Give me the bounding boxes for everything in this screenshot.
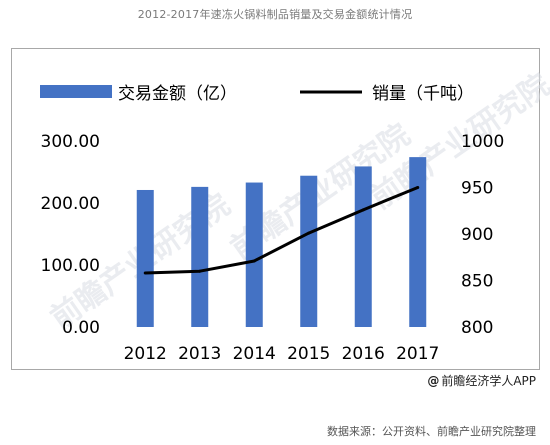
- right-axis: 1000 950 900 850 800: [461, 132, 504, 338]
- x-tick-label: 2012: [124, 344, 167, 364]
- x-tick-label: 2013: [178, 344, 221, 364]
- x-tick-label: 2014: [233, 344, 276, 364]
- line-point: [252, 259, 256, 263]
- line-series: [143, 186, 420, 275]
- line-point: [361, 208, 365, 212]
- line-point: [307, 231, 311, 235]
- line-path: [145, 186, 419, 275]
- line-point: [416, 186, 420, 189]
- legend-bar-swatch: [40, 85, 112, 98]
- right-tick-label: 850: [461, 272, 493, 292]
- bar: [409, 157, 427, 327]
- source-note: 数据来源：公开资料、前瞻产业研究院整理: [327, 425, 536, 438]
- left-tick-label: 300.00: [41, 132, 100, 152]
- chart-frame: [11, 48, 540, 370]
- chart-legend: 交易金额（亿） 销量（千吨）: [40, 84, 474, 104]
- bar: [245, 182, 263, 327]
- x-tick-label: 2017: [396, 344, 439, 364]
- chart-title: 2012-2017年速冻火锅料制品销量及交易金额统计情况: [137, 8, 413, 21]
- credit-label: @ 前瞻经济学人APP: [427, 372, 536, 389]
- bar: [354, 166, 372, 327]
- bar: [191, 186, 209, 327]
- legend-bar-label: 交易金额（亿）: [118, 84, 237, 104]
- x-axis: 2012 2013 2014 2015 2016 2017: [124, 344, 440, 364]
- x-tick-label: 2015: [287, 344, 330, 364]
- right-tick-label: 1000: [461, 132, 504, 152]
- x-tick-label: 2016: [342, 344, 385, 364]
- credit-text: 前瞻经济学人APP: [441, 374, 536, 388]
- left-tick-label: 100.00: [41, 256, 100, 276]
- at-icon: @: [427, 374, 440, 388]
- left-tick-label: 200.00: [41, 194, 100, 214]
- watermarks: 前瞻产业研究院 前瞻产业研究院 前瞻产业研究院: [45, 67, 550, 336]
- line-point: [143, 271, 147, 275]
- right-tick-label: 950: [461, 179, 493, 199]
- bar-series: [136, 157, 427, 327]
- left-axis: 300.00 200.00 100.00 0.00: [41, 132, 100, 338]
- right-tick-label: 900: [461, 225, 493, 245]
- right-tick-label: 800: [461, 318, 493, 338]
- bar: [136, 189, 154, 327]
- left-tick-label: 0.00: [62, 318, 100, 338]
- legend-line-label: 销量（千吨）: [372, 84, 474, 104]
- bar: [300, 175, 318, 327]
- line-point: [198, 269, 202, 273]
